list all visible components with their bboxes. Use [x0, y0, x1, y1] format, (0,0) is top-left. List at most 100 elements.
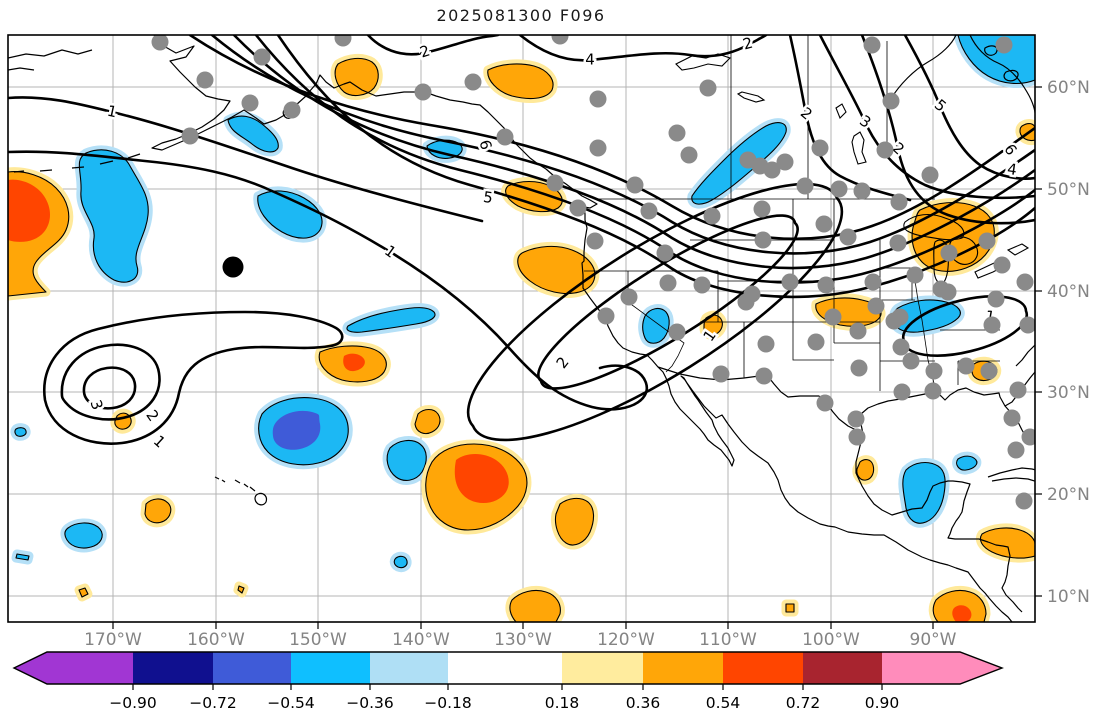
colorbar-segment	[133, 652, 213, 684]
gray-dot	[889, 234, 907, 252]
gray-dot	[546, 174, 564, 192]
colorbar-tick-label: 0.72	[786, 694, 821, 712]
gray-dot	[589, 139, 607, 157]
gray-dot	[853, 182, 871, 200]
colorbar-tick-label: −0.54	[267, 694, 315, 712]
colorbar-tick-label: −0.18	[424, 694, 472, 712]
anomaly-region	[691, 122, 787, 205]
gray-dot	[932, 280, 950, 298]
anomaly-region	[979, 527, 1035, 559]
map-frame	[7, 34, 1036, 623]
gray-dot	[699, 79, 717, 97]
coastline	[151, 35, 1013, 622]
anomaly-region	[517, 245, 596, 295]
contour-level-1	[8, 96, 484, 223]
anomaly-region	[902, 461, 946, 524]
lon-tick-label: 100°W	[802, 630, 860, 650]
lon-tick-label: 140°W	[392, 630, 450, 650]
colorbar-segment	[562, 652, 643, 684]
anomaly-region	[64, 522, 103, 549]
plot-title: 2025081300 F096	[436, 6, 605, 25]
axis-labels: 170°W 160°W 150°W 140°W 130°W 120°W 110°W 100°W…	[84, 78, 1090, 650]
contour-level-4	[518, 35, 768, 62]
gray-dot	[626, 176, 644, 194]
gray-dot	[737, 293, 755, 311]
contour-level-5	[232, 35, 1035, 270]
gray-dot	[995, 36, 1013, 54]
gray-dot	[816, 394, 834, 412]
gray-dot	[864, 273, 882, 291]
lon-tick-label: 130°W	[494, 630, 552, 650]
contour-level-3	[818, 35, 1035, 200]
gray-dot	[703, 207, 721, 225]
lat-tick-label: 60°N	[1047, 78, 1090, 98]
anomaly-region	[414, 408, 441, 435]
gray-dot	[924, 382, 942, 400]
gray-dot	[569, 199, 587, 217]
colorbar-segment	[723, 652, 803, 684]
contour-level-1	[537, 214, 799, 390]
colorbar-segment	[47, 652, 133, 684]
lat-tick-label: 50°N	[1047, 180, 1090, 200]
lake-outline	[835, 103, 847, 119]
gray-dot	[849, 322, 867, 340]
gray-dot	[807, 333, 825, 351]
gray-dot	[1009, 381, 1027, 399]
colorbar-tick-label: 0.90	[865, 694, 900, 712]
colorbar-left-arrow	[14, 652, 47, 684]
gray-dot	[892, 338, 910, 356]
colorbar-segment	[448, 652, 562, 684]
colorbar-segment	[803, 652, 882, 684]
gray-dot	[817, 276, 835, 294]
black-dot	[222, 256, 244, 278]
gray-dot	[987, 290, 1005, 308]
gray-dot	[757, 335, 775, 353]
anomaly-shading	[8, 35, 1035, 622]
gray-dot	[863, 36, 881, 54]
contour-level-2	[466, 182, 844, 442]
gray-dot	[151, 35, 169, 51]
coastline	[889, 35, 1035, 118]
lat-tick-label: 30°N	[1047, 383, 1090, 403]
gray-dot	[848, 428, 866, 446]
colorbar-segment	[291, 652, 370, 684]
gray-dot	[620, 288, 638, 306]
state-border	[792, 240, 881, 391]
gray-dot	[586, 232, 604, 250]
lake-outline	[1006, 243, 1030, 256]
gray-dot	[1016, 273, 1034, 291]
gray-dot	[830, 180, 848, 198]
gray-dot	[464, 73, 482, 91]
colorbar-tick-label: −0.36	[346, 694, 394, 712]
anomaly-region-core	[8, 179, 50, 242]
gray-dot	[824, 308, 842, 326]
lon-tick-label: 170°W	[84, 630, 142, 650]
axis-ticks	[112, 86, 1042, 629]
lon-tick-label: 110°W	[699, 630, 757, 650]
coastline	[13, 153, 141, 173]
colorbar-tick-label: −0.72	[189, 694, 237, 712]
colorbar-outline	[12, 651, 1004, 685]
anomaly-region	[237, 585, 245, 594]
gray-dot	[902, 352, 920, 370]
anomaly-region	[554, 497, 595, 546]
gray-dot	[940, 244, 958, 262]
gray-dot	[763, 161, 781, 179]
coastline	[984, 45, 1019, 82]
contour-level-3	[82, 366, 137, 410]
contour-level-2	[366, 35, 500, 56]
anomaly-region-core	[454, 454, 509, 504]
gray-dot	[640, 202, 658, 220]
lat-tick-label: 40°N	[1047, 282, 1090, 302]
anomaly-region	[227, 115, 279, 153]
colorbar-segment	[370, 652, 448, 684]
gray-dot	[551, 35, 569, 45]
gray-dot	[882, 92, 900, 110]
gray-dot	[906, 266, 924, 284]
gray-dot	[241, 94, 259, 112]
gray-dot	[925, 362, 943, 380]
gray-dot	[334, 35, 352, 47]
gray-dot	[867, 297, 885, 315]
